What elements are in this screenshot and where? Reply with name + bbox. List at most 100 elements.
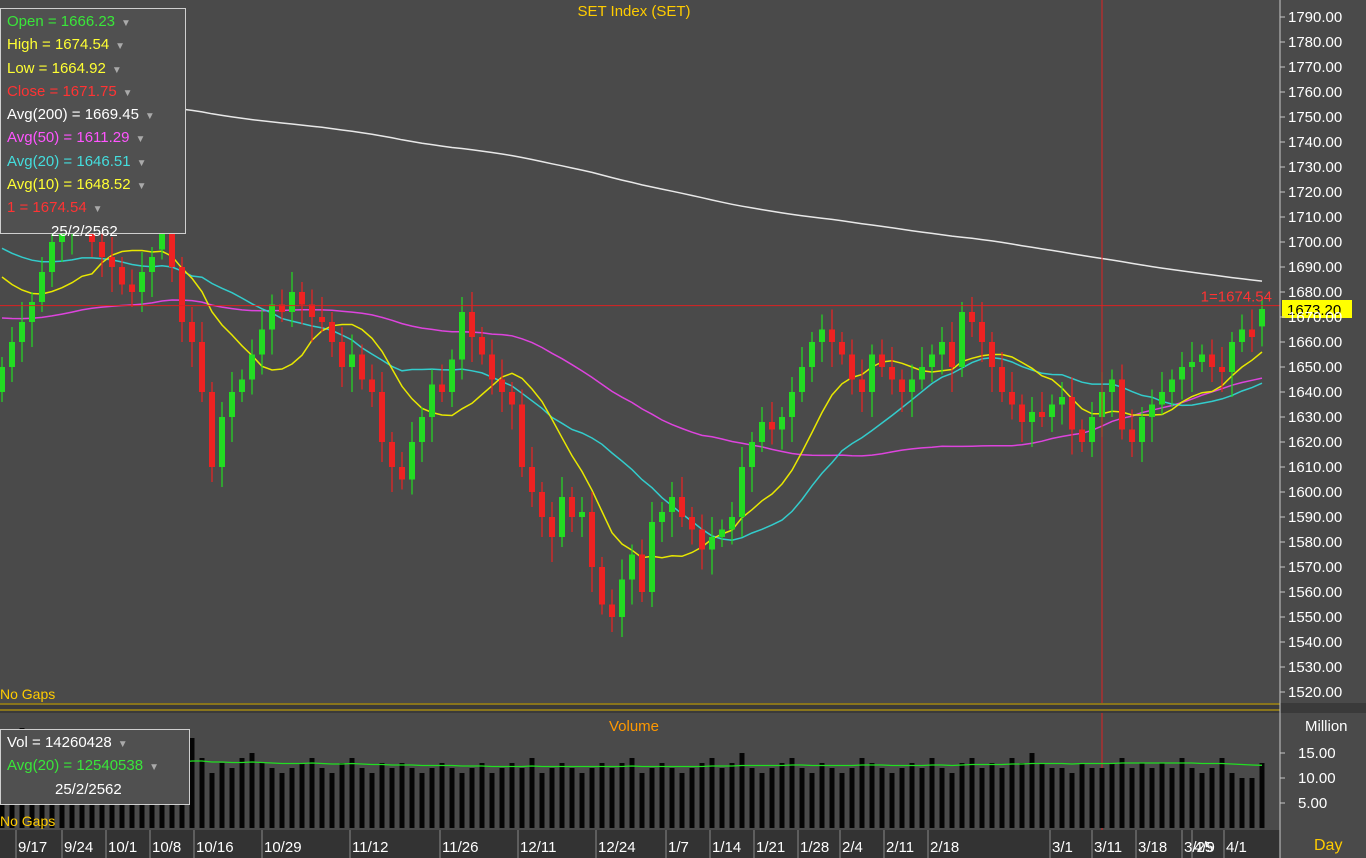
- vol-readout: Vol = 14260428 ▼: [7, 734, 128, 751]
- volume-bar: [259, 763, 265, 828]
- candle-body: [1119, 379, 1125, 430]
- price-tick-label: 1610.00: [1288, 459, 1342, 476]
- volume-bar: [329, 773, 335, 828]
- date-tick-label: 12/11: [520, 839, 556, 856]
- candle-body: [1249, 329, 1255, 337]
- volume-bar: [1139, 763, 1145, 828]
- avg50-line: [1, 299, 1263, 457]
- date-tick-label: 11/26: [442, 839, 478, 856]
- volume-bar: [909, 763, 915, 828]
- volume-avg20-line: [2, 760, 1263, 768]
- volume-bar: [749, 768, 755, 828]
- candle-body: [389, 442, 395, 467]
- candle-body: [489, 354, 495, 380]
- price-tick-label: 1520.00: [1288, 684, 1342, 701]
- candle-body: [619, 579, 625, 617]
- candle-body: [1029, 412, 1035, 422]
- price-tick-label: 1570.00: [1288, 559, 1342, 576]
- candle-body: [139, 272, 145, 292]
- volume-bar: [639, 773, 645, 828]
- candle-body: [599, 567, 605, 605]
- volume-bar: [289, 768, 295, 828]
- date-tick-label: 3/25: [1184, 839, 1213, 856]
- candle-body: [1229, 342, 1235, 372]
- candle-body: [639, 554, 645, 592]
- volume-bar: [349, 758, 355, 828]
- candle-body: [789, 392, 795, 417]
- candle-body: [709, 537, 715, 550]
- candle-body: [379, 392, 385, 442]
- candle-body: [999, 367, 1005, 392]
- candle-body: [169, 222, 175, 267]
- price-tick-label: 1720.00: [1288, 184, 1342, 201]
- candle-body: [769, 422, 775, 430]
- volume-bar: [1259, 763, 1265, 828]
- vol-avg20-readout: Avg(20) = 12540538 ▼: [7, 757, 159, 775]
- volume-bar: [1249, 778, 1255, 828]
- candle-body: [1129, 429, 1135, 442]
- volume-bar: [899, 768, 905, 828]
- volume-bar: [969, 758, 975, 828]
- candle-body: [799, 367, 805, 392]
- volume-bar: [659, 763, 665, 828]
- volume-bar: [699, 763, 705, 828]
- candle-body: [359, 354, 365, 380]
- candle-body: [979, 322, 985, 342]
- volume-bar: [219, 763, 225, 828]
- cursor-line-label: 1=1674.54: [1201, 289, 1272, 306]
- price-tick-label: 1660.00: [1288, 334, 1342, 351]
- volume-bar: [1049, 768, 1055, 828]
- volume-axis: 15.00 10.00 5.00: [1280, 745, 1336, 812]
- candle-body: [229, 392, 235, 417]
- candle-body: [879, 354, 885, 367]
- candle-body: [699, 529, 705, 550]
- volume-bar: [929, 758, 935, 828]
- price-tick-label: 1670.00: [1288, 309, 1342, 326]
- candle-body: [339, 342, 345, 367]
- volume-bar: [849, 768, 855, 828]
- volume-bar: [869, 763, 875, 828]
- volume-bar: [689, 768, 695, 828]
- candle-body: [959, 312, 965, 367]
- date-tick-label: 10/8: [152, 839, 181, 856]
- candle-body: [719, 529, 725, 537]
- volume-bar: [549, 768, 555, 828]
- candle-body: [329, 322, 335, 342]
- volume-bar: [1019, 763, 1025, 828]
- volume-info-panel[interactable]: Vol = 14260428 ▼ Avg(20) = 12540538 ▼ 25/2…: [0, 729, 190, 805]
- volume-unit-label: Million: [1305, 718, 1348, 735]
- volume-bar: [1069, 773, 1075, 828]
- volume-bar: [299, 763, 305, 828]
- candle-body: [1169, 379, 1175, 392]
- candle-body: [749, 442, 755, 467]
- volume-bar: [939, 768, 945, 828]
- volume-bar: [1179, 758, 1185, 828]
- price-axis: 1790.00 1780.00 1770.00 1760.00 1750.00 1740.…: [1280, 9, 1342, 701]
- open-readout: Open = 1666.23 ▼: [7, 13, 131, 30]
- volume-bar: [1109, 763, 1115, 828]
- volume-bar: [719, 768, 725, 828]
- candle-body: [1189, 362, 1195, 367]
- volume-bar: [229, 768, 235, 828]
- no-gaps-label: No Gaps: [0, 686, 55, 702]
- volume-bar: [619, 763, 625, 828]
- date-tick-label: 1/21: [756, 839, 785, 856]
- high-readout: High = 1674.54 ▼: [7, 36, 126, 54]
- price-info-panel[interactable]: Open = 1666.23 ▼ High = 1674.54 ▼ Low = 16…: [0, 8, 186, 240]
- volume-bar: [1169, 768, 1175, 828]
- avg50-path: [1, 299, 1263, 457]
- volume-bar: [469, 768, 475, 828]
- low-readout: Low = 1664.92 ▼: [7, 59, 122, 77]
- candle-body: [279, 304, 285, 312]
- candle-body: [369, 379, 375, 392]
- volume-bar: [679, 773, 685, 828]
- avg200-path: [1, 92, 1263, 282]
- candle-body: [559, 497, 565, 537]
- candle-body: [629, 554, 635, 580]
- avg200-line: [1, 92, 1263, 282]
- date-tick-label: 9/24: [64, 839, 93, 856]
- volume-bar: [569, 768, 575, 828]
- price-tick-label: 1640.00: [1288, 384, 1342, 401]
- candle-body: [1239, 329, 1245, 342]
